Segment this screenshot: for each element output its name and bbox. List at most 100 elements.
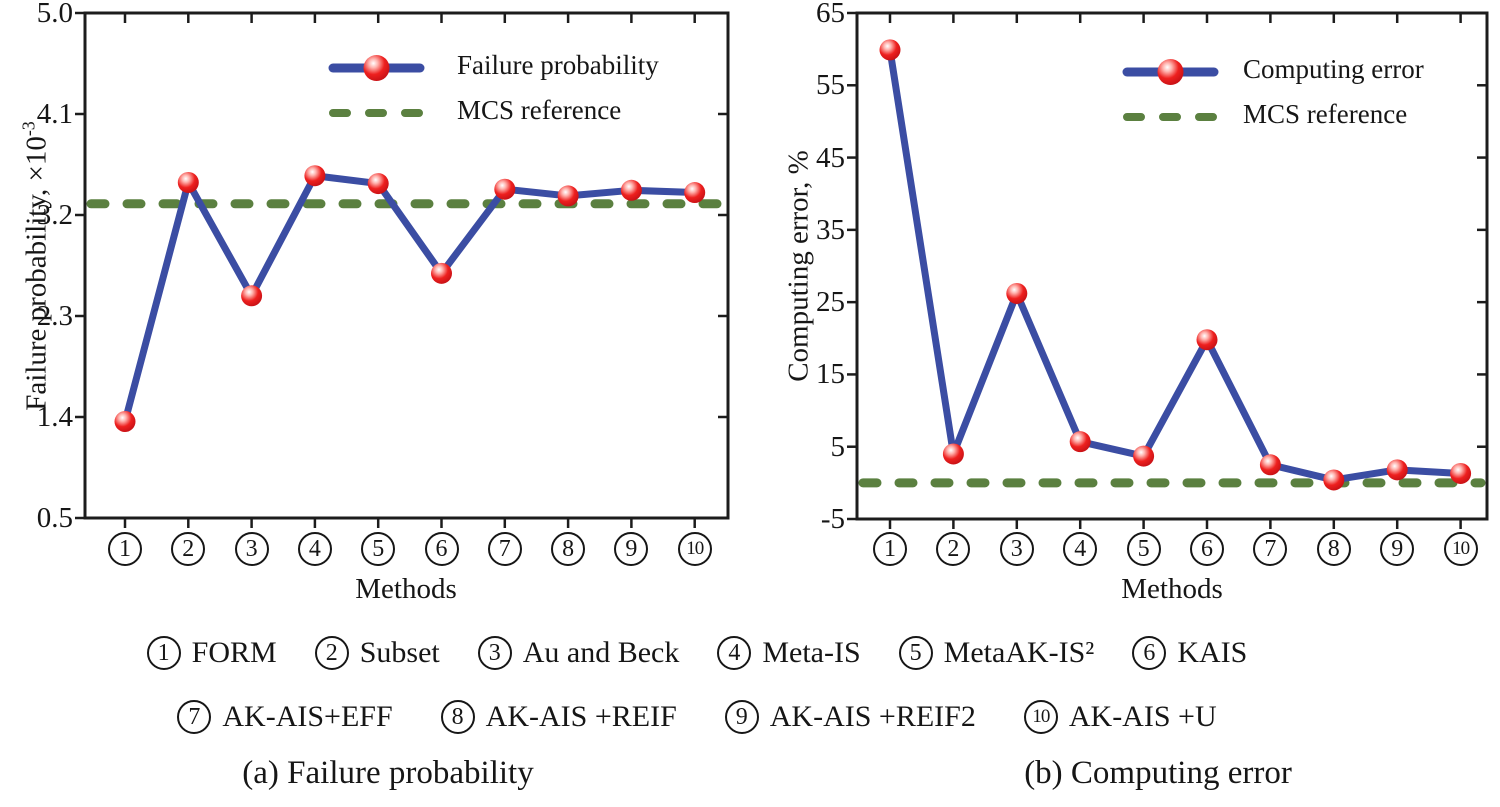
legend-marker-sample-b	[1157, 59, 1184, 85]
x-axis-label-b: Methods	[1121, 573, 1223, 605]
x-tick-method-2-a: 2	[171, 532, 206, 566]
method-name-3: Au and Beck	[522, 636, 680, 669]
method-key-item-5: 5 MetaAK-IS²	[898, 636, 1095, 670]
methods-key-row-2: 7 AK-AIS+EFF 8 AK-AIS +REIF 9 AK-AIS +REIF2 10…	[0, 697, 1394, 737]
y-axis-label-a-text: Failure probability, ×10	[20, 136, 53, 411]
method-key-item-4: 4 Meta-IS	[717, 636, 861, 670]
legend-marker-sample-a	[363, 55, 390, 81]
method-number-circle-8: 8	[440, 700, 475, 734]
method-number-circle-6: 6	[1132, 636, 1167, 670]
data-point-a-6	[431, 262, 452, 284]
y-axis-label-b: Computing error, %	[783, 150, 816, 382]
legend-label-mcs-reference-a: MCS reference	[457, 95, 622, 125]
data-point-a-9	[620, 179, 642, 201]
method-key-item-9: 9 AK-AIS +REIF2	[724, 700, 976, 734]
x-tick-method-4-b: 4	[1063, 532, 1098, 566]
x-tick-method-9-b: 9	[1380, 532, 1415, 566]
method-number-circle-3: 3	[477, 636, 512, 670]
x-tick-method-5-b: 5	[1126, 532, 1161, 566]
legend-label-failure-probability: Failure probability	[457, 50, 659, 80]
method-name-10: AK-AIS +U	[1068, 700, 1217, 733]
data-point-b-10	[1450, 462, 1472, 484]
method-name-4: Meta-IS	[762, 636, 861, 669]
data-point-b-9	[1386, 459, 1408, 481]
method-key-item-7: 7 AK-AIS+EFF	[177, 700, 393, 734]
data-point-b-2	[942, 443, 964, 465]
method-number-circle-10: 10	[1023, 700, 1058, 734]
data-point-b-4	[1069, 431, 1091, 453]
legend-label-mcs-reference-b: MCS reference	[1243, 99, 1408, 129]
method-name-5: MetaAK-IS²	[943, 636, 1095, 669]
x-axis-label-a: Methods	[355, 573, 457, 605]
method-number-circle-5: 5	[898, 636, 933, 670]
method-number-circle-1: 1	[146, 636, 181, 670]
caption-a: (a) Failure probability	[242, 755, 534, 791]
method-number-circle-2: 2	[314, 636, 349, 670]
series-line-b	[886, 46, 1465, 484]
y-tick-label-b: 35	[816, 213, 845, 246]
method-key-item-3: 3 Au and Beck	[477, 636, 680, 670]
x-tick-method-1-b: 1	[873, 532, 907, 566]
y-tick-label-a: 0.5	[36, 502, 73, 534]
y-tick-label-b: 15	[816, 358, 845, 391]
method-name-9: AK-AIS +REIF2	[769, 700, 976, 733]
data-point-a-3	[241, 285, 263, 307]
legend-label-computing-error: Computing error	[1243, 54, 1424, 84]
y-tick-label-b: 45	[816, 141, 845, 174]
method-key-item-6: 6 KAIS	[1132, 636, 1247, 670]
x-tick-method-3-b: 3	[999, 532, 1034, 566]
plot-box-a	[83, 11, 730, 520]
data-point-a-4	[304, 165, 326, 187]
data-point-a-8	[557, 185, 579, 207]
y-tick-label-a: 4.1	[36, 98, 73, 130]
x-tick-method-6-a: 6	[424, 532, 459, 566]
data-point-a-1	[114, 410, 136, 432]
x-tick-method-10-b: 10	[1443, 532, 1478, 566]
plot-box-b	[855, 11, 1489, 521]
data-point-b-1	[879, 39, 901, 61]
methods-key: 1 FORM 2 Subset 3 Au and Beck 4 Meta-IS 5 MetaAK-…	[0, 633, 1394, 761]
method-number-circle-9: 9	[724, 700, 759, 734]
x-tick-method-7-a: 7	[487, 532, 522, 566]
data-point-b-6	[1196, 329, 1218, 351]
y-tick-label-b: -5	[820, 503, 845, 535]
method-name-1: FORM	[191, 636, 277, 669]
x-tick-method-5-a: 5	[361, 532, 396, 566]
method-number-circle-4: 4	[717, 636, 752, 670]
method-name-6: KAIS	[1177, 636, 1248, 669]
y-tick-label-b: 5	[830, 430, 846, 463]
method-name-8: AK-AIS +REIF	[485, 700, 677, 733]
data-point-a-7	[494, 178, 516, 200]
y-tick-label-b: 55	[816, 69, 845, 102]
y-tick-label-b: 25	[816, 286, 845, 319]
method-name-7: AK-AIS+EFF	[222, 700, 393, 733]
x-tick-method-3-a: 3	[234, 532, 269, 566]
data-point-b-5	[1133, 445, 1155, 467]
method-number-circle-7: 7	[177, 700, 212, 734]
x-tick-method-2-b: 2	[936, 532, 971, 566]
data-point-b-3	[1006, 282, 1028, 304]
y-tick-label-a: 2.3	[36, 300, 73, 332]
data-point-b-8	[1323, 469, 1345, 491]
x-tick-method-8-a: 8	[551, 532, 586, 566]
y-tick-label-b: 65	[816, 0, 845, 29]
y-tick-label-a: 5.0	[36, 0, 73, 29]
x-tick-method-1-a: 1	[108, 532, 142, 566]
x-tick-method-6-b: 6	[1190, 532, 1224, 566]
x-tick-method-10-a: 10	[677, 532, 712, 566]
methods-key-row-1: 1 FORM 2 Subset 3 Au and Beck 4 Meta-IS 5 MetaAK-…	[0, 633, 1394, 673]
data-point-a-5	[367, 173, 389, 195]
caption-b: (b) Computing error	[1024, 755, 1292, 791]
y-axis-label-a: Failure probability, ×10-3	[19, 121, 54, 411]
data-point-b-7	[1259, 454, 1281, 476]
series-line-a	[121, 172, 699, 425]
data-point-a-10	[684, 182, 706, 204]
method-name-2: Subset	[359, 636, 440, 669]
data-point-a-2	[177, 171, 199, 193]
method-key-item-1: 1 FORM	[146, 636, 277, 670]
y-tick-label-a: 3.2	[36, 199, 73, 231]
x-tick-method-8-b: 8	[1316, 532, 1351, 566]
y-axis-label-b-text: Computing error, %	[782, 150, 815, 382]
